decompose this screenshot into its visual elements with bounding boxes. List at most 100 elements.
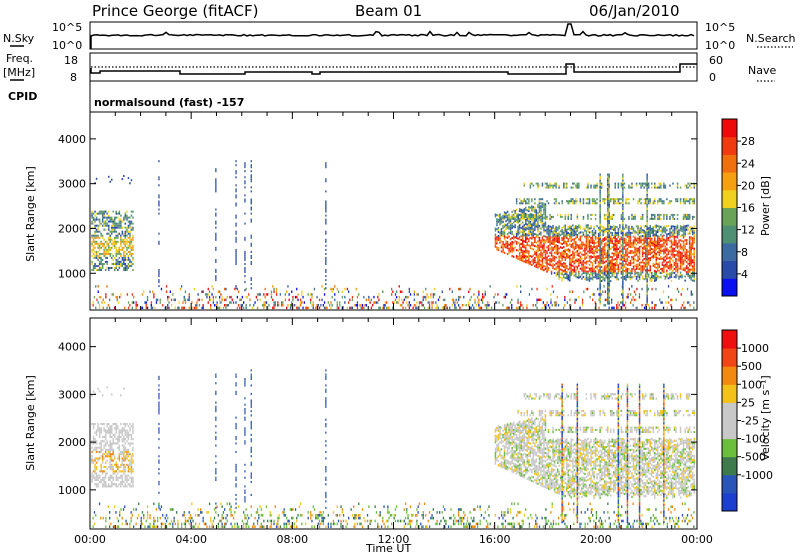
echo-cell: [609, 248, 611, 250]
echo-cell: [615, 238, 617, 240]
echo-cell: [332, 291, 333, 294]
echo-cell: [674, 256, 676, 258]
echo-cell: [636, 183, 638, 185]
echo-cell: [528, 240, 530, 242]
echo-cell: [575, 269, 577, 271]
echo-cell: [607, 242, 609, 244]
echo-cell: [634, 247, 636, 249]
echo-cell: [557, 229, 559, 231]
echo-cell: [108, 247, 110, 249]
echo-cell: [100, 267, 102, 269]
echo-cell: [128, 225, 130, 227]
echo-cell: [671, 248, 673, 250]
echo-cell: [522, 256, 524, 258]
colorbar-swatch: [722, 278, 737, 296]
echo-cell: [120, 235, 122, 237]
echo-cell: [554, 238, 556, 240]
echo-cell: [609, 244, 611, 246]
echo-cell: [610, 268, 612, 270]
echo-cell: [103, 436, 105, 438]
echo-cell: [577, 250, 579, 252]
echo-cell: [616, 258, 618, 260]
echo-cell: [581, 278, 583, 280]
echo-cell: [580, 202, 582, 204]
echo-cell: [528, 198, 530, 200]
echo-cell: [569, 278, 571, 280]
echo-cell: [616, 272, 618, 274]
echo-cell: [586, 187, 588, 189]
echo-cell: [599, 293, 601, 295]
echo-cell: [235, 233, 236, 235]
echo-cell: [513, 234, 515, 236]
echo-cell: [613, 271, 615, 273]
echo-cell: [522, 211, 524, 213]
echo-cell: [684, 307, 685, 310]
echo-cell: [631, 185, 633, 187]
echo-cell: [596, 275, 598, 277]
echo-cell: [657, 267, 659, 269]
echo-cell: [466, 304, 467, 307]
echo-cell: [648, 259, 650, 261]
echo-cell: [668, 257, 670, 259]
echo-cell: [545, 205, 547, 207]
echo-cell: [642, 265, 644, 267]
echo-cell: [671, 240, 673, 242]
echo-cell: [117, 227, 119, 229]
echo-cell: [453, 301, 454, 304]
echo-cell: [640, 268, 642, 270]
echo-cell: [239, 307, 240, 310]
echo-cell: [521, 209, 523, 211]
echo-cell: [111, 449, 113, 451]
echo-cell: [119, 296, 120, 299]
echo-cell: [677, 187, 679, 189]
echo-cell: [678, 268, 680, 270]
echo-cell: [592, 242, 594, 244]
echo-cell: [235, 287, 236, 289]
echo-cell: [552, 225, 554, 227]
echo-cell: [666, 198, 668, 200]
echo-cell: [621, 202, 623, 204]
echo-cell: [108, 249, 110, 251]
echo-cell: [690, 244, 692, 246]
echo-cell: [105, 221, 107, 223]
echo-cell: [622, 252, 624, 254]
echo-cell: [680, 276, 682, 278]
echo-cell: [540, 198, 542, 200]
echo-cell: [690, 187, 692, 189]
echo-cell: [653, 218, 655, 220]
echo-cell: [671, 280, 673, 282]
echo-cell: [95, 285, 96, 288]
echo-cell: [118, 301, 119, 304]
echo-cell: [633, 268, 635, 270]
echo-cell: [407, 296, 408, 299]
echo-cell: [677, 198, 679, 200]
echo-cell: [645, 241, 647, 243]
echo-cell: [599, 178, 601, 180]
echo-cell: [663, 259, 665, 261]
echo-cell: [681, 275, 683, 277]
echo-cell: [678, 231, 680, 233]
echo-cell: [677, 183, 679, 185]
echo-cell: [602, 226, 604, 228]
echo-cell: [654, 185, 656, 187]
echo-cell: [106, 267, 108, 269]
echo-cell: [363, 296, 364, 299]
echo-cell: [516, 213, 518, 215]
echo-cell: [277, 304, 278, 307]
echo-cell: [640, 235, 642, 237]
echo-cell: [103, 215, 105, 217]
echo-cell: [519, 255, 521, 257]
echo-cell: [111, 432, 113, 434]
echo-cell: [542, 263, 544, 265]
echo-cell: [650, 271, 652, 273]
echo-cell: [113, 229, 115, 231]
echo-cell: [208, 293, 209, 296]
echo-cell: [103, 223, 105, 225]
echo-cell: [622, 262, 624, 264]
echo-cell: [531, 244, 533, 246]
echo-cell: [251, 176, 252, 178]
echo-cell: [565, 233, 567, 235]
echo-cell: [668, 239, 670, 241]
echo-cell: [566, 255, 568, 257]
echo-cell: [677, 218, 679, 220]
